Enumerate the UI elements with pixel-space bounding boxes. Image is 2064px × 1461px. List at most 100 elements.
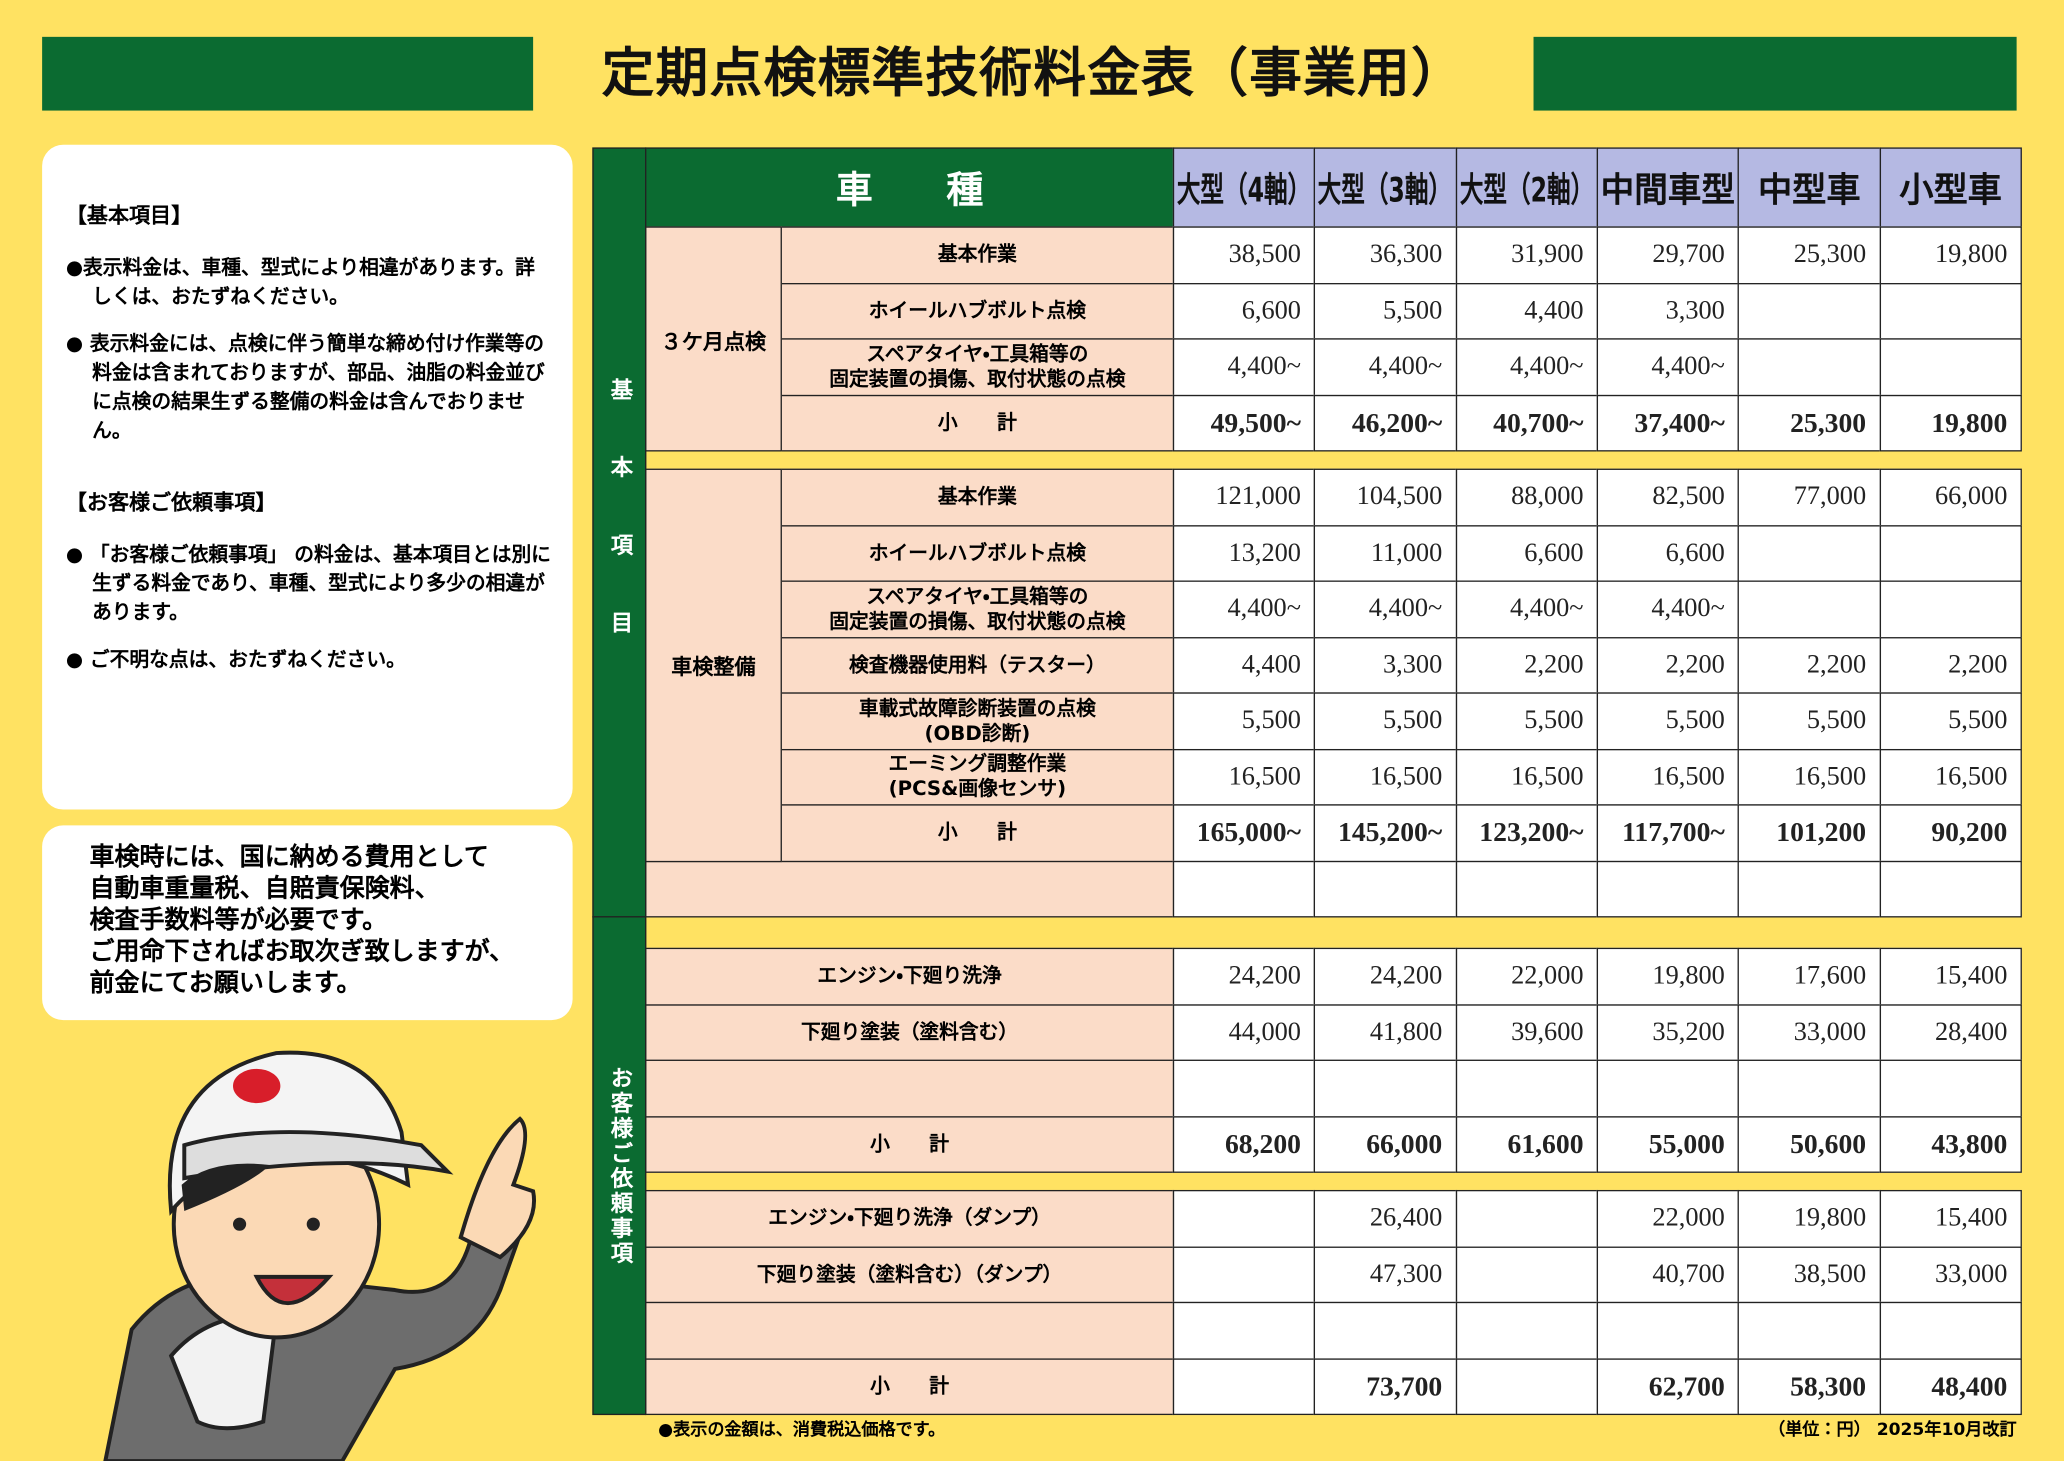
price-cell: 36,300 [1314,226,1457,284]
column-header: 小型車 [1879,147,2022,228]
price-cell: 41,800 [1314,1003,1457,1061]
price-cell: 48,400 [1879,1357,2022,1416]
price-cell [1737,524,1881,582]
price-cell: 4,400~ [1596,580,1740,638]
price-cell [1314,1301,1457,1360]
price-cell: 4,400~ [1314,338,1457,396]
price-cell: 24,200 [1314,947,1457,1006]
column-header-text: 大型（4軸） [1176,171,1312,211]
price-cell: 49,500~ [1172,394,1316,452]
price-cell: 68,200 [1172,1115,1316,1173]
price-cell: 28,400 [1879,1003,2022,1061]
row-item: 基本作業 [780,468,1175,526]
price-cell: 4,400~ [1455,580,1599,638]
price-cell: 101,200 [1737,804,1881,862]
section-label: 基本項目 [592,147,647,918]
price-cell: 6,600 [1596,524,1740,582]
price-cell: 39,600 [1455,1003,1599,1061]
price-cell: 123,200~ [1455,804,1599,862]
price-cell: 90,200 [1879,804,2022,862]
price-cell [1879,1301,2022,1360]
price-cell: 4,400~ [1314,580,1457,638]
row-item: ホイールハブボルト点検 [780,282,1175,340]
row-item: スペアタイヤ・工具箱等の 固定装置の損傷、取付状態の点検 [780,580,1175,638]
price-cell [1455,1189,1599,1248]
price-cell [1737,860,1881,918]
price-cell [1172,1059,1316,1117]
price-cell: 88,000 [1455,468,1599,526]
price-cell: 47,300 [1314,1245,1457,1304]
page-title: 定期点検標準技術料金表（事業用） [601,43,1466,104]
inspection-note-line: ご用命下さればお取次ぎ致しますが、 [89,937,515,967]
price-cell: 11,000 [1314,524,1457,582]
price-cell: 117,700~ [1596,804,1740,862]
price-cell [1596,860,1740,918]
price-cell: 73,700 [1314,1357,1457,1416]
price-cell: 3,300 [1596,282,1740,340]
notes-heading: 【基本項目】 [65,202,193,228]
price-cell: 5,500 [1455,692,1599,750]
price-cell: 25,300 [1737,394,1881,452]
price-cell: 43,800 [1879,1115,2022,1173]
mascot-illustration [103,1050,536,1461]
column-header-text: 中型車 [1757,171,1861,211]
inspection-note-line: 検査手数料等が必要です。 [89,905,388,935]
price-cell [1314,860,1457,918]
column-header-text: 大型（2軸） [1459,171,1594,211]
row-item: 小 計 [645,1357,1175,1416]
price-cell: 26,400 [1314,1189,1457,1248]
price-cell [1455,1357,1599,1416]
row-item: エンジン・下廻り洗浄 [645,947,1175,1006]
section-label: お客様ご依頼事項 [592,916,647,1416]
price-cell: 5,500 [1737,692,1881,750]
column-header-text: 中間車型 [1600,171,1736,211]
price-cell [1879,282,2022,340]
notes-bullet: ● 表示料金には、点検に伴う簡単な締め付け作業等の料金は含まれておりますが、部品… [65,331,545,443]
price-cell: 66,000 [1879,468,2022,526]
price-cell: 16,500 [1596,748,1740,806]
column-header: 大型（3軸） [1314,147,1457,228]
inspection-note-line: 前金にてお願いします。 [89,968,362,998]
price-cell: 2,200 [1596,636,1740,694]
price-cell: 16,500 [1455,748,1599,806]
row-item: 小 計 [780,804,1175,862]
price-cell [1172,1301,1316,1360]
price-cell: 22,000 [1455,947,1599,1006]
row-item: エンジン・下廻り洗浄（ダンプ） [645,1189,1175,1248]
notes-bullet: ● 「お客様ご依頼事項」 の料金は、基本項目とは別に生ずる料金であり、車種、型式… [65,542,551,624]
price-cell: 40,700~ [1455,394,1599,452]
price-cell: 29,700 [1596,226,1740,284]
price-cell [1455,1245,1599,1304]
price-cell: 5,500 [1314,282,1457,340]
price-cell: 58,300 [1737,1357,1881,1416]
price-cell: 2,200 [1879,636,2022,694]
price-cell: 40,700 [1596,1245,1740,1304]
price-cell: 66,000 [1314,1115,1457,1173]
price-cell [1172,1189,1316,1248]
price-cell: 37,400~ [1596,394,1740,452]
price-cell: 5,500 [1596,692,1740,750]
price-cell: 6,600 [1455,524,1599,582]
price-cell: 5,500 [1172,692,1316,750]
price-cell: 35,200 [1596,1003,1740,1061]
price-cell: 33,000 [1737,1003,1881,1061]
row-item: 下廻り塗装（塗料含む） [645,1003,1175,1061]
row-item [645,860,1175,918]
price-cell [1737,580,1881,638]
price-cell: 19,800 [1737,1189,1881,1248]
price-cell: 13,200 [1172,524,1316,582]
price-cell: 15,400 [1879,947,2022,1006]
price-cell: 38,500 [1172,226,1316,284]
price-cell: 17,600 [1737,947,1881,1006]
price-cell: 24,200 [1172,947,1316,1006]
price-cell: 38,500 [1737,1245,1881,1304]
price-cell: 121,000 [1172,468,1316,526]
price-cell: 5,500 [1314,692,1457,750]
notes-bullet: ● ご不明な点は、おたずねください。 [65,647,406,672]
price-cell: 19,800 [1879,226,2022,284]
price-cell: 104,500 [1314,468,1457,526]
group-label: ３ケ月点検 [645,226,782,452]
price-cell: 62,700 [1596,1357,1740,1416]
